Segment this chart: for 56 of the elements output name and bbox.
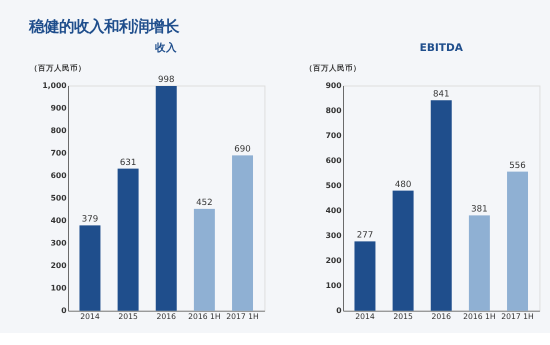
y-tick-label: 600	[326, 156, 342, 165]
x-tick-label: 2015	[118, 312, 138, 321]
y-tick-label: 400	[50, 216, 67, 226]
bar	[392, 190, 414, 311]
x-tick-label: 2016 1H	[463, 312, 496, 321]
x-tick-label: 2016 1H	[188, 312, 221, 321]
text: 稳健的收入和利润增长	[28, 17, 180, 36]
y-tick-label: 300	[50, 238, 67, 248]
y-tick-label: 100	[326, 281, 342, 290]
x-tick-label: 2017 1H	[226, 312, 259, 321]
data-label: 480	[394, 180, 412, 190]
y-tick-label: 200	[50, 261, 67, 270]
chart-title: EBITDA	[420, 42, 464, 54]
bar	[468, 215, 490, 311]
bar	[354, 241, 376, 311]
y-tick-label: 800	[326, 106, 342, 115]
data-label: 556	[509, 160, 526, 171]
y-tick-label: 900	[50, 103, 67, 112]
x-tick-label: 2016	[431, 312, 452, 321]
data-label: 841	[433, 89, 450, 100]
y-tick-label: 900	[326, 80, 342, 90]
bar	[507, 172, 528, 311]
y-tick-label: 1,000	[42, 80, 67, 90]
y-tick-label: 600	[50, 171, 67, 180]
data-label: 381	[471, 204, 488, 215]
x-tick-label: 2017 1H	[501, 312, 534, 321]
x-tick-label: 2016	[156, 312, 176, 321]
y-axis-title: （百万人民币）	[305, 64, 362, 73]
bar	[118, 168, 139, 311]
x-tick-label: 2015	[393, 312, 413, 321]
bar	[79, 225, 100, 311]
bar	[430, 100, 452, 311]
x-tick-label: 2014	[355, 312, 375, 321]
y-tick-label: 300	[326, 231, 342, 240]
y-tick-label: 0	[61, 306, 67, 316]
data-label: 277	[356, 230, 374, 241]
y-tick-label: 200	[326, 256, 342, 266]
bar	[156, 86, 177, 311]
bar	[232, 155, 254, 311]
data-label: 631	[120, 158, 136, 168]
y-axis-title: （百万人民币）	[30, 64, 86, 73]
chart-title: 收入	[155, 41, 178, 54]
data-label: 452	[196, 198, 213, 208]
y-tick-label: 800	[50, 126, 67, 135]
y-tick-label: 500	[326, 181, 342, 190]
data-label: 379	[82, 214, 98, 225]
y-tick-label: 100	[50, 284, 67, 293]
data-label: 998	[158, 75, 174, 86]
data-label: 690	[234, 144, 251, 155]
x-tick-label: 2014	[80, 312, 100, 321]
bar	[194, 208, 215, 311]
y-tick-label: 0	[336, 306, 342, 316]
y-tick-label: 700	[50, 148, 67, 158]
y-tick-label: 500	[50, 194, 67, 203]
y-tick-label: 400	[326, 206, 342, 216]
y-tick-label: 700	[326, 130, 342, 140]
